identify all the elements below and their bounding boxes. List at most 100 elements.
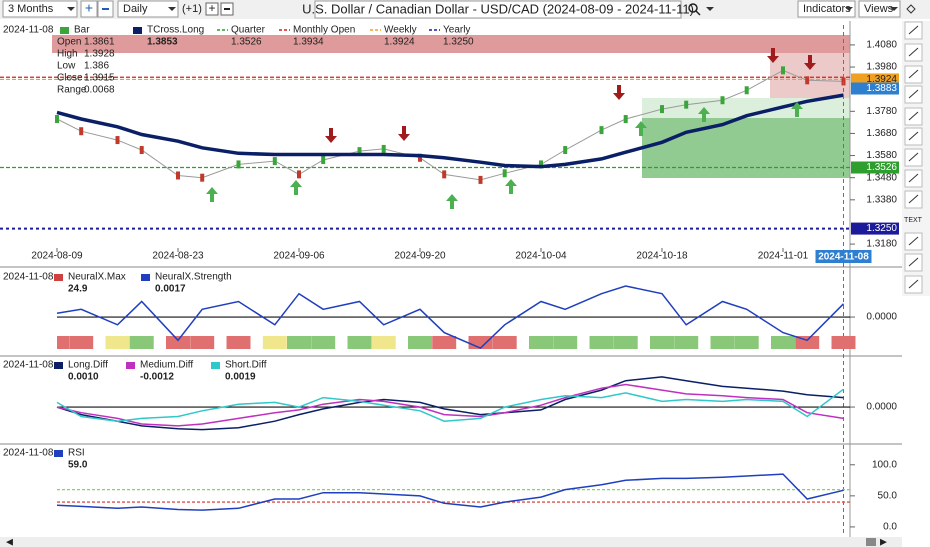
legend-swatch	[54, 450, 63, 457]
y-tick-label: 100.0	[872, 459, 897, 470]
signal-cell	[831, 336, 856, 349]
y-tick-label: 1.3380	[866, 194, 897, 205]
series-line	[56, 383, 844, 427]
pane-date: 2024-11-08	[3, 272, 54, 283]
buy-arrow	[290, 180, 302, 195]
interval-select[interactable]	[117, 0, 179, 18]
signal-cell	[589, 336, 614, 349]
price-bar	[79, 127, 84, 136]
signal-cell	[650, 336, 674, 349]
dropdown-icon	[168, 7, 176, 11]
text-tool[interactable]: TEXT	[904, 217, 923, 224]
interval-text: Daily	[123, 3, 148, 15]
legend-label: Yearly	[443, 25, 470, 36]
views-button[interactable]	[858, 0, 901, 18]
indicators-button[interactable]	[797, 0, 856, 18]
legend-value: 24.9	[68, 284, 88, 295]
range-text: 3 Months	[8, 3, 54, 15]
legend-label: Medium.Diff	[140, 360, 193, 371]
price-bar	[176, 171, 180, 180]
buy-arrow	[505, 179, 517, 194]
price-badge	[851, 73, 899, 86]
sell-arrow	[767, 48, 779, 63]
ohlc-value: 0.0068	[84, 85, 115, 96]
x-tick-label: 2024-11-01	[758, 251, 809, 262]
legend-swatch	[54, 274, 63, 281]
chart-title: U.S. Dollar / Canadian Dollar - USD/CAD …	[302, 1, 694, 16]
signal-cell	[432, 336, 457, 349]
series-line	[56, 93, 844, 169]
signal-cell	[529, 336, 553, 349]
signal-cell	[226, 336, 251, 349]
series-line	[56, 473, 844, 511]
dropdown-icon	[845, 7, 853, 11]
signal-cell	[408, 336, 432, 349]
resistance-zone	[52, 35, 850, 53]
tool-glyph	[908, 69, 919, 79]
dropdown-icon	[67, 7, 75, 11]
legend-value: 1.3853	[147, 37, 178, 48]
x-tick-label: 2024-09-20	[394, 251, 446, 262]
ohlc-label: Low	[57, 61, 76, 72]
current-date-badge	[815, 250, 872, 263]
price-bar	[720, 96, 725, 105]
price-bar	[660, 105, 664, 114]
legend-value: 1.3934	[293, 37, 324, 48]
offset-text: (+1)	[182, 3, 202, 15]
price-bar	[272, 157, 277, 166]
scroll-thumb[interactable]	[866, 538, 876, 546]
y-tick-label: 0.0	[883, 522, 897, 533]
dropdown-icon	[706, 7, 714, 11]
legend-label: Short.Diff	[225, 360, 267, 371]
add-button[interactable]	[80, 0, 98, 18]
zoom-in-button[interactable]	[205, 2, 219, 16]
tool-glyph	[908, 257, 919, 267]
price-badge	[851, 222, 899, 235]
legend-swatch	[60, 27, 69, 34]
pane-date: 2024-11-08	[3, 448, 54, 459]
buy-arrow	[698, 107, 710, 122]
price-bar	[781, 66, 785, 75]
support-zone	[642, 118, 850, 178]
buy-arrow	[206, 187, 218, 202]
range-select[interactable]	[2, 0, 78, 18]
price-bar	[599, 126, 604, 135]
scroll-right[interactable]: ▶	[880, 536, 887, 546]
price-bar	[805, 76, 810, 85]
scrollbar[interactable]	[0, 537, 902, 547]
signal-cell	[129, 336, 154, 349]
legend-label: TCross.Long	[147, 25, 204, 36]
price-bar	[115, 136, 120, 145]
buy-arrow	[791, 102, 803, 117]
search-icon[interactable]	[688, 3, 698, 13]
y-tick-label: 1.3580	[866, 150, 897, 161]
legend-value: 0.0017	[155, 284, 186, 295]
signal-cell	[69, 336, 94, 349]
price-badge-label: 1.3526	[866, 162, 897, 173]
legend-swatch	[141, 274, 150, 281]
signal-cell	[674, 336, 699, 349]
signal-cell	[105, 336, 130, 349]
legend-label: NeuralX.Max	[68, 272, 126, 283]
sell-arrow	[398, 126, 410, 141]
signal-cell	[311, 336, 336, 349]
legend-label: RSI	[68, 448, 85, 459]
ohlc-label: Open	[57, 37, 81, 48]
signal-cell	[468, 336, 493, 349]
price-bar	[502, 169, 507, 178]
series-line	[56, 376, 844, 431]
buy-arrow	[446, 194, 458, 209]
tool-glyph	[908, 89, 919, 99]
legend-swatch	[126, 362, 135, 369]
title-box	[314, 0, 682, 19]
legend-value: 59.0	[68, 460, 88, 471]
sell-arrow	[325, 128, 337, 143]
series-line	[56, 285, 845, 349]
ohlc-label: Range	[57, 85, 87, 96]
price-bar	[200, 173, 205, 182]
signal-cell	[262, 336, 287, 349]
scroll-left[interactable]: ◀	[6, 536, 13, 546]
collapse-icon[interactable]	[906, 4, 916, 14]
price-bar	[478, 175, 483, 184]
